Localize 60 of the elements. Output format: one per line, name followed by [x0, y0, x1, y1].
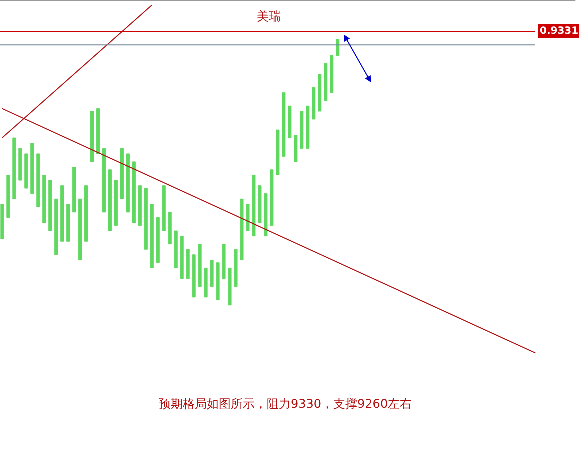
candlestick: [180, 236, 184, 280]
candlestick: [318, 74, 322, 112]
candlestick: [210, 260, 214, 288]
candlestick: [336, 40, 340, 56]
candlestick: [246, 204, 250, 232]
candlestick: [90, 111, 94, 162]
candlestick: [66, 204, 70, 242]
chart-title: 美瑞: [257, 9, 282, 24]
candlestick: [294, 135, 298, 162]
candlestick: [84, 186, 88, 242]
text: 0.9331: [540, 26, 579, 37]
candlestick: [258, 186, 262, 224]
candlestick: [24, 154, 28, 189]
candlestick: [168, 212, 172, 245]
candlestick: [18, 148, 22, 181]
candlestick: [234, 249, 238, 288]
candlestick: [276, 130, 280, 176]
candlestick: [174, 230, 178, 268]
candlestick: [198, 244, 202, 288]
candlestick: [132, 162, 136, 224]
candlestick: [126, 154, 130, 213]
candlestick: [78, 198, 82, 260]
candlestick: [288, 106, 292, 138]
candlestick: [306, 106, 310, 149]
candlestick: [108, 170, 112, 232]
candlestick: [36, 154, 40, 208]
candlestick: [138, 186, 142, 226]
candlestick: [72, 167, 76, 213]
candlestick: [12, 138, 16, 200]
candlestick: [102, 148, 106, 213]
candlestick: [156, 217, 160, 264]
candlestick: [0, 204, 4, 240]
candlestick: [252, 174, 256, 237]
candlestick: [312, 87, 316, 120]
candlestick: [186, 249, 190, 280]
candlestick: [144, 188, 148, 250]
candlestick: [222, 244, 226, 280]
candlestick: [162, 186, 166, 232]
candlestick: [192, 254, 196, 298]
candlestick: [216, 262, 220, 300]
candlestick: [240, 198, 244, 260]
text: 预期格局如图所示，阻力9330，支撑9260左右: [159, 397, 412, 411]
candlestick: [96, 108, 100, 154]
candlestick: [300, 111, 304, 149]
candlestick: [30, 143, 34, 194]
candlestick: [324, 63, 328, 102]
candlestick: [264, 194, 268, 237]
candlestick: [120, 148, 124, 200]
candlestick: [48, 180, 52, 232]
candlestick: [204, 268, 208, 298]
candlestick: [114, 180, 118, 226]
candlestick: [270, 170, 274, 226]
candlestick: [60, 186, 64, 242]
candlestick: [54, 198, 58, 256]
candlestick: [228, 268, 232, 306]
candlestick: [42, 174, 46, 224]
candlestick: [282, 92, 286, 157]
candlestick: [330, 55, 334, 94]
candlestick: [150, 204, 154, 268]
candlestick: [6, 174, 10, 218]
